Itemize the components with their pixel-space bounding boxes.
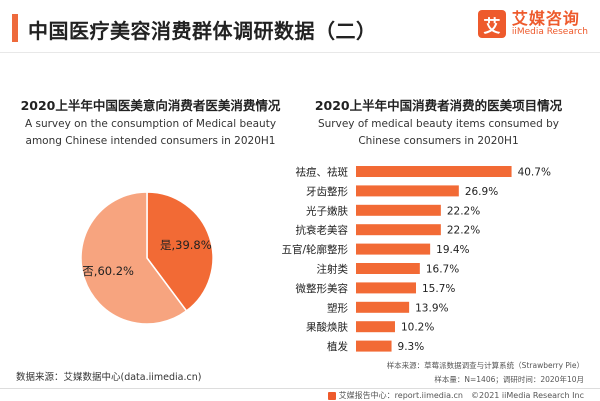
bar-rect bbox=[356, 321, 395, 333]
bar-value-label: 19.4% bbox=[436, 244, 469, 256]
bar-category-label: 抗衰老美容 bbox=[296, 224, 349, 237]
bar-value-label: 22.2% bbox=[447, 205, 480, 217]
bar-value-label: 9.3% bbox=[398, 341, 425, 353]
title-accent-bar bbox=[12, 14, 18, 42]
pie-slice-yes bbox=[146, 191, 214, 312]
footer-bar: 艾媒报告中心：report.iimedia.cn ©2021 iiMedia R… bbox=[327, 390, 584, 401]
bar-rect bbox=[356, 282, 417, 294]
bar-category-label: 植发 bbox=[327, 340, 348, 353]
bar-category-label: 注射类 bbox=[317, 263, 349, 276]
bar-category-label: 光子嫩肤 bbox=[306, 204, 348, 217]
bar-rect bbox=[356, 301, 410, 313]
bar-category-label: 五官/轮廓整形 bbox=[281, 243, 348, 256]
bar-rect bbox=[356, 224, 441, 236]
bar-value-label: 26.9% bbox=[465, 186, 498, 198]
bar-chart-subtitle: Survey of medical beauty items consumed … bbox=[317, 118, 559, 147]
pie-slice-no bbox=[80, 191, 188, 325]
bar-category-label: 牙齿整形 bbox=[306, 185, 348, 198]
bar-rect bbox=[356, 243, 431, 255]
logo-en-text: iiMedia Research bbox=[511, 26, 588, 37]
page-title: 中国医疗美容消费群体调研数据（二） bbox=[28, 19, 377, 43]
bar-rect bbox=[356, 204, 441, 216]
bar-category-label: 果酸焕肤 bbox=[306, 321, 348, 334]
logo-cn-text: 艾媒咨询 bbox=[511, 8, 580, 28]
sample-size-note: 样本量：N=1406；调研时间：2020年10月 bbox=[434, 375, 584, 384]
bar-value-label: 13.9% bbox=[415, 302, 448, 314]
report-site-text: 艾媒报告中心：report.iimedia.cn bbox=[338, 391, 464, 400]
header-divider bbox=[0, 52, 600, 53]
bar-rect bbox=[356, 340, 392, 352]
footer-divider bbox=[0, 388, 600, 389]
pie-label-yes: 是,39.8% bbox=[160, 238, 212, 252]
bar-rect bbox=[356, 185, 459, 197]
bar-category-label: 塑形 bbox=[327, 301, 348, 314]
pie-label-no: 否,60.2% bbox=[82, 264, 134, 278]
bar-value-label: 40.7% bbox=[518, 167, 551, 179]
copyright-text: ©2021 iiMedia Research Inc bbox=[471, 391, 584, 400]
pie-chart-title: 2020上半年中国医美意向消费者医美消费情况 bbox=[20, 98, 281, 113]
bar-chart-title: 2020上半年中国消费者消费的医美项目情况 bbox=[314, 98, 563, 113]
data-source: 数据来源：艾媒数据中心(data.iimedia.cn) bbox=[16, 372, 202, 383]
pie-chart-subtitle: A survey on the consumption of Medical b… bbox=[24, 118, 277, 147]
sample-source-note: 样本来源：草莓派数据调查与计算系统（Strawberry Pie） bbox=[386, 361, 584, 370]
bar-rect bbox=[356, 263, 420, 274]
bar-value-label: 16.7% bbox=[426, 264, 459, 276]
bar-category-label: 祛痘、祛斑 bbox=[296, 166, 349, 179]
bar-value-label: 15.7% bbox=[422, 283, 455, 295]
bar-value-label: 10.2% bbox=[401, 322, 434, 334]
bar-rect bbox=[356, 166, 512, 177]
bar-category-label: 微整形美容 bbox=[296, 282, 349, 295]
brand-logo: 艾 艾媒咨询 iiMedia Research bbox=[477, 8, 588, 38]
mini-logo-icon bbox=[327, 391, 336, 400]
logo-icon: 艾 bbox=[477, 10, 506, 38]
bar-value-label: 22.2% bbox=[447, 225, 480, 237]
report-center-link[interactable]: 艾媒报告中心：report.iimedia.cn bbox=[327, 390, 464, 401]
